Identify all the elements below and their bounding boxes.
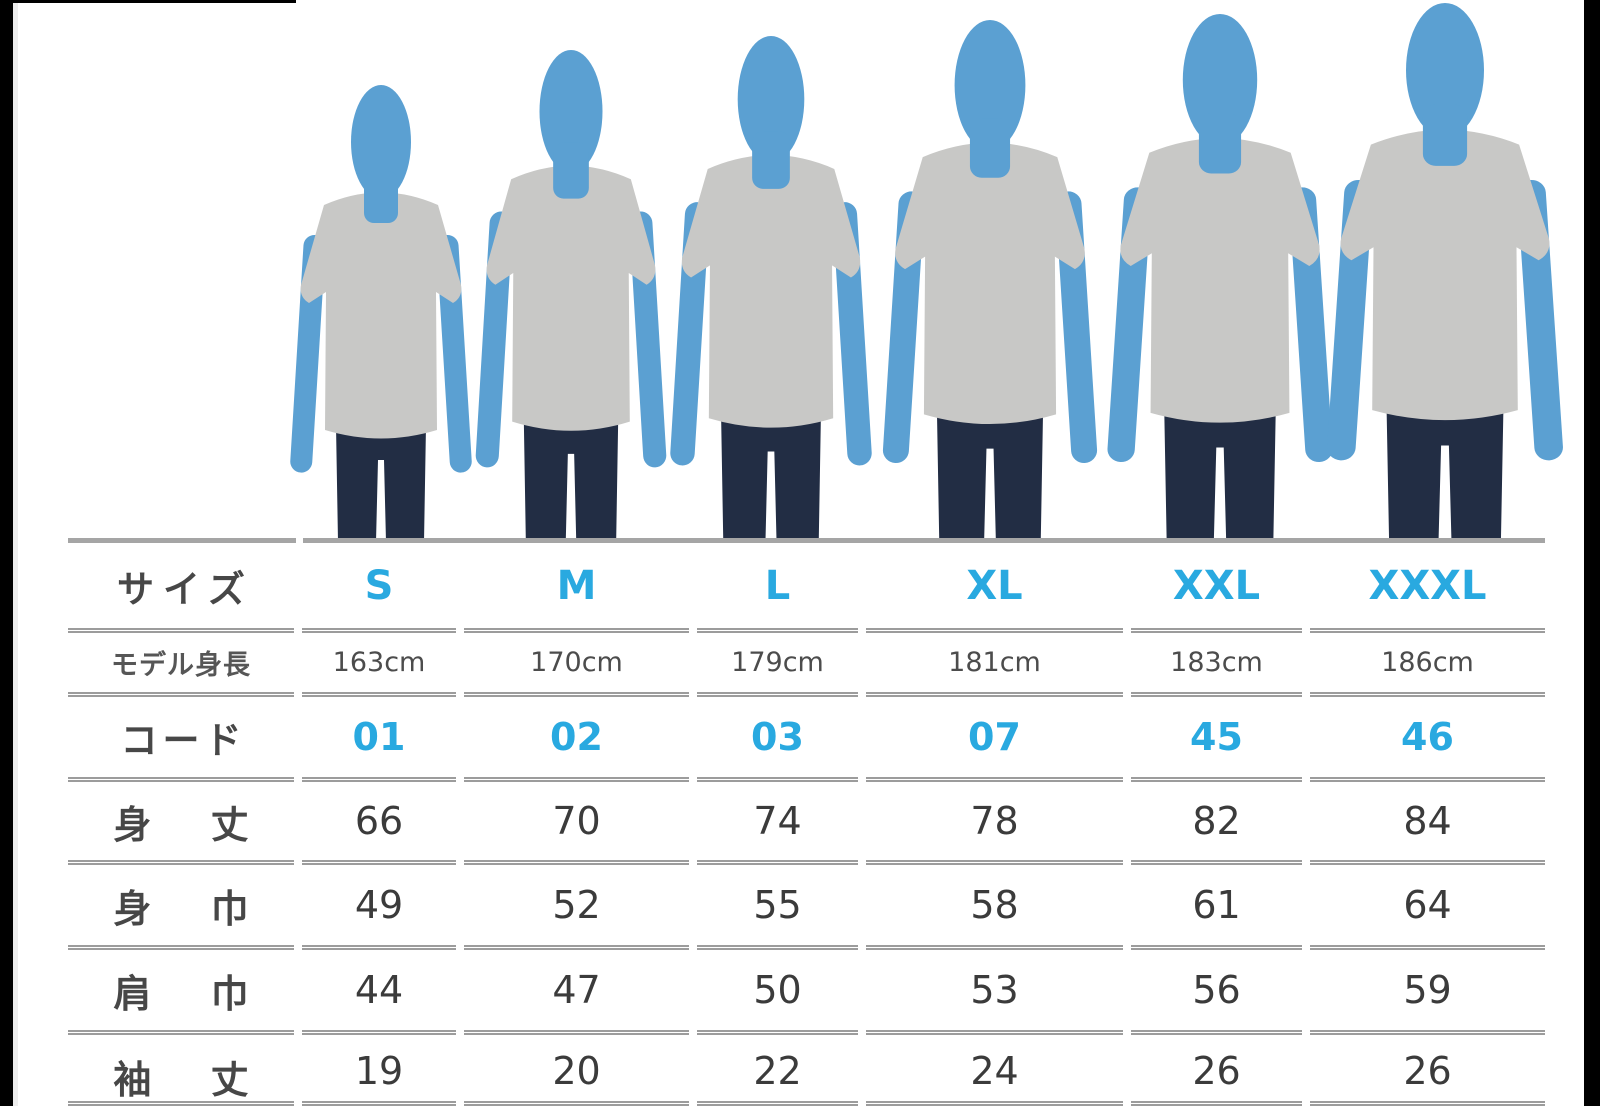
cell-sleeve-length: 22 bbox=[697, 1035, 858, 1106]
model-head bbox=[539, 50, 603, 199]
model-silhouette-s bbox=[290, 85, 472, 540]
row-label: サイズ bbox=[68, 543, 294, 633]
model-head bbox=[1182, 14, 1258, 174]
row-size: サイズ S M L XL XXL XXXL bbox=[68, 543, 1545, 633]
cell-body-width: 58 bbox=[866, 865, 1123, 950]
model-jeans bbox=[936, 408, 1044, 540]
row-label: モデル身長 bbox=[68, 633, 294, 697]
cell-size: XL bbox=[866, 543, 1123, 633]
model-jeans bbox=[336, 425, 426, 540]
size-table: サイズ S M L XL XXL XXXL モデル身長 163cm 170cm … bbox=[68, 543, 1545, 1106]
cell-model-height: 163cm bbox=[302, 633, 456, 697]
cell-model-height: 179cm bbox=[697, 633, 858, 697]
cell-model-height: 183cm bbox=[1131, 633, 1302, 697]
model-head bbox=[351, 85, 411, 223]
cell-sleeve-length: 26 bbox=[1310, 1035, 1545, 1106]
cell-body-length: 74 bbox=[697, 782, 858, 865]
cell-size: XXXL bbox=[1310, 543, 1545, 633]
model-jeans bbox=[1386, 404, 1504, 540]
cell-model-height: 186cm bbox=[1310, 633, 1545, 697]
cell-shoulder-width: 50 bbox=[697, 950, 858, 1035]
row-model-height: モデル身長 163cm 170cm 179cm 181cm 183cm 186c… bbox=[68, 633, 1545, 697]
cell-body-length: 82 bbox=[1131, 782, 1302, 865]
left-crop-bar-shadow bbox=[13, 0, 18, 1106]
cell-code: 01 bbox=[302, 697, 456, 782]
cell-size: XXL bbox=[1131, 543, 1302, 633]
model-shirt bbox=[1340, 129, 1550, 421]
cell-code: 07 bbox=[866, 697, 1123, 782]
top-crop-line bbox=[0, 0, 296, 3]
row-shoulder-width: 肩 巾 44 47 50 53 56 59 bbox=[68, 950, 1545, 1035]
cell-size: S bbox=[302, 543, 456, 633]
table-top-border bbox=[68, 538, 296, 543]
row-label: コード bbox=[68, 697, 294, 782]
cell-code: 02 bbox=[464, 697, 689, 782]
cell-shoulder-width: 47 bbox=[464, 950, 689, 1035]
cell-body-width: 55 bbox=[697, 865, 858, 950]
right-crop-bar bbox=[1584, 0, 1600, 1106]
cell-code: 46 bbox=[1310, 697, 1545, 782]
cell-body-length: 70 bbox=[464, 782, 689, 865]
model-shirt bbox=[486, 165, 656, 431]
cell-body-length: 78 bbox=[866, 782, 1123, 865]
cell-model-height: 181cm bbox=[866, 633, 1123, 697]
row-body-length: 身 丈 66 70 74 78 82 84 bbox=[68, 782, 1545, 865]
cell-shoulder-width: 44 bbox=[302, 950, 456, 1035]
model-silhouette-xxl bbox=[1107, 14, 1333, 540]
cell-sleeve-length: 20 bbox=[464, 1035, 689, 1106]
model-shirt bbox=[895, 142, 1085, 425]
model-silhouette-m bbox=[475, 50, 667, 540]
cell-sleeve-length: 26 bbox=[1131, 1035, 1302, 1106]
cell-body-length: 66 bbox=[302, 782, 456, 865]
row-body-width: 身 巾 49 52 55 58 61 64 bbox=[68, 865, 1545, 950]
model-head bbox=[737, 36, 805, 189]
row-sleeve-length: 袖 丈 19 20 22 24 26 26 bbox=[68, 1035, 1545, 1106]
cell-shoulder-width: 53 bbox=[866, 950, 1123, 1035]
model-shirt bbox=[1120, 137, 1320, 423]
model-jeans bbox=[1164, 407, 1276, 540]
cell-body-width: 52 bbox=[464, 865, 689, 950]
row-code: コード 01 02 03 07 45 46 bbox=[68, 697, 1545, 782]
model-jeans bbox=[523, 416, 619, 540]
table-top-border bbox=[303, 538, 1545, 543]
cell-model-height: 170cm bbox=[464, 633, 689, 697]
model-head bbox=[1406, 3, 1484, 166]
cell-shoulder-width: 59 bbox=[1310, 950, 1545, 1035]
row-label: 身 丈 bbox=[68, 782, 294, 865]
cell-body-width: 61 bbox=[1131, 865, 1302, 950]
cell-code: 45 bbox=[1131, 697, 1302, 782]
cell-body-length: 84 bbox=[1310, 782, 1545, 865]
row-label: 肩 巾 bbox=[68, 950, 294, 1035]
model-shirt bbox=[300, 192, 462, 439]
cell-size: L bbox=[697, 543, 858, 633]
left-crop-bar bbox=[0, 0, 13, 1106]
model-head bbox=[954, 20, 1026, 178]
cell-shoulder-width: 56 bbox=[1131, 950, 1302, 1035]
row-label: 身 巾 bbox=[68, 865, 294, 950]
cell-body-width: 64 bbox=[1310, 865, 1545, 950]
cell-size: M bbox=[464, 543, 689, 633]
model-shirt bbox=[681, 154, 861, 428]
cell-body-width: 49 bbox=[302, 865, 456, 950]
model-silhouette-l bbox=[670, 36, 872, 540]
cell-sleeve-length: 19 bbox=[302, 1035, 456, 1106]
cell-code: 03 bbox=[697, 697, 858, 782]
model-silhouette-xl bbox=[882, 20, 1098, 540]
model-jeans bbox=[721, 412, 821, 540]
size-comparison-figure bbox=[0, 0, 1600, 540]
model-silhouette-xxxl bbox=[1327, 3, 1563, 540]
row-label: 袖 丈 bbox=[68, 1035, 294, 1106]
cell-sleeve-length: 24 bbox=[866, 1035, 1123, 1106]
